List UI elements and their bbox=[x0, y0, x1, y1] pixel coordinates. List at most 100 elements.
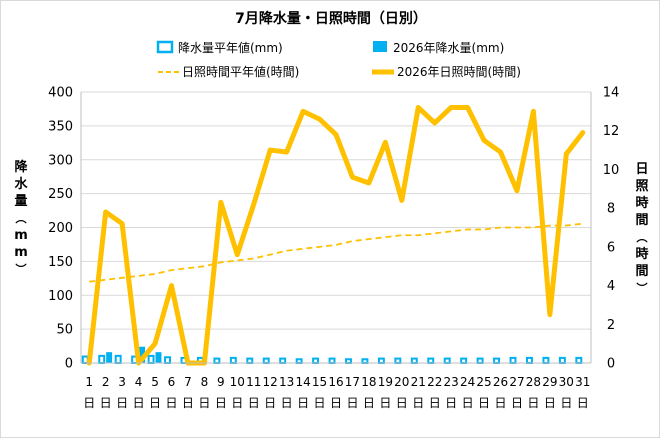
bar-precip-normal bbox=[476, 357, 484, 364]
y-axis-left-tick-label: 300 bbox=[48, 153, 73, 168]
bar-precip-2026 bbox=[106, 352, 113, 363]
bar-precip-normal bbox=[410, 357, 418, 364]
bar-precip-normal bbox=[164, 356, 171, 365]
legend-label-sunshine-normal: 日照時間平年値(時間) bbox=[182, 64, 299, 79]
x-axis-tick-label: 19 日 bbox=[378, 375, 393, 410]
x-axis-tick-label: 31 日 bbox=[575, 375, 590, 410]
x-axis-tick-label: 20 日 bbox=[394, 375, 409, 410]
bar-precip-normal bbox=[558, 356, 566, 364]
legend-label-precip-normal: 降水量平年値(mm) bbox=[178, 40, 283, 55]
bar-precip-normal bbox=[147, 354, 155, 364]
legend: 降水量平年値(mm) 2026年降水量(mm) 日照時間平年値(時間) 2026… bbox=[156, 40, 521, 79]
y-axis-right-tick-label: 12 bbox=[603, 124, 620, 139]
y-axis-left-tick-label: 50 bbox=[56, 323, 73, 338]
y-axis-left-tick-label: 400 bbox=[48, 86, 73, 101]
x-axis-tick-label: 25 日 bbox=[476, 375, 491, 410]
legend-item-precip-normal: 降水量平年値(mm) bbox=[156, 40, 283, 55]
bars-precip-normal bbox=[81, 354, 583, 365]
bar-precip-normal bbox=[509, 356, 517, 364]
y-axis-left-tick-label: 250 bbox=[48, 187, 73, 202]
y-axis-right-tick-label: 4 bbox=[607, 279, 615, 294]
x-axis-tick-label: 27 日 bbox=[509, 375, 524, 410]
axes bbox=[80, 92, 592, 364]
bar-precip-normal bbox=[98, 354, 106, 364]
bar-precip-normal bbox=[525, 356, 533, 364]
x-axis-tick-label: 29 日 bbox=[542, 375, 557, 410]
bar-precip-normal bbox=[542, 356, 550, 364]
x-axis-tick-label: 13 日 bbox=[279, 375, 294, 410]
sunshine-lines bbox=[86, 104, 586, 366]
y-axis-left-tick-label: 0 bbox=[65, 357, 73, 372]
bar-precip-normal bbox=[328, 357, 336, 364]
bar-precip-normal bbox=[575, 356, 583, 364]
x-axis-tick-label: 28 日 bbox=[526, 375, 541, 410]
x-axis-tick-label: 26 日 bbox=[493, 375, 508, 410]
y-axis-right-label: 日照時間︵時間︶ bbox=[635, 162, 648, 295]
bar-precip-normal bbox=[262, 357, 270, 364]
bar-precip-2026 bbox=[139, 346, 146, 363]
bar-precip-normal bbox=[213, 357, 221, 364]
x-axis-tick-label: 12 日 bbox=[263, 375, 278, 410]
x-axis-ticks: 1 日2 日3 日4 日5 日6 日7 日8 日9 日10 日11 日12 日13 日14 日15 日16 日1… bbox=[83, 375, 590, 410]
bar-precip-normal bbox=[312, 357, 320, 364]
bar-precip-normal bbox=[377, 357, 385, 364]
y-axis-right-tick-label: 6 bbox=[607, 240, 615, 255]
bar-precip-normal bbox=[361, 358, 369, 365]
legend-swatch-precip-normal bbox=[156, 40, 174, 54]
bar-precip-normal bbox=[114, 354, 122, 364]
x-axis-tick-label: 21 日 bbox=[411, 375, 426, 410]
line-sunshine-normal bbox=[89, 222, 583, 283]
legend-item-sunshine-normal: 日照時間平年値(時間) bbox=[158, 64, 299, 79]
x-axis-tick-label: 17 日 bbox=[345, 375, 360, 410]
bar-precip-normal bbox=[493, 357, 501, 364]
legend-label-precip-2026: 2026年降水量(mm) bbox=[393, 41, 504, 55]
x-axis-tick-label: 30 日 bbox=[559, 375, 574, 410]
y-axis-left-tick-label: 150 bbox=[48, 255, 73, 270]
x-axis-tick-label: 22 日 bbox=[427, 375, 442, 410]
bar-precip-normal bbox=[295, 358, 303, 365]
legend-item-sunshine-2026: 2026年日照時間(時間) bbox=[372, 65, 521, 79]
legend-label-sunshine-2026: 2026年日照時間(時間) bbox=[397, 65, 521, 79]
x-axis-tick-label: 15 日 bbox=[312, 375, 327, 410]
y-axis-left-ticks: 0 50 100 150 200 250 300 350 400 bbox=[48, 86, 73, 372]
x-axis-tick-label: 10 日 bbox=[230, 375, 245, 410]
chart-title: 7月降水量・日照時間（日別） bbox=[235, 10, 427, 27]
y-axis-right-tick-label: 2 bbox=[607, 318, 615, 333]
y-axis-right-ticks: 0 2 4 6 8 10 12 14 bbox=[603, 86, 620, 372]
x-axis-tick-label: 23 日 bbox=[444, 375, 459, 410]
y-axis-right-tick-label: 14 bbox=[603, 86, 620, 101]
bar-precip-normal bbox=[279, 357, 287, 364]
x-axis-tick-label: 14 日 bbox=[295, 375, 310, 410]
y-axis-left-tick-label: 200 bbox=[48, 221, 73, 236]
line-sunshine-2026 bbox=[86, 104, 586, 366]
bar-precip-normal bbox=[427, 357, 435, 364]
legend-item-precip-2026: 2026年降水量(mm) bbox=[373, 41, 504, 55]
x-axis-tick-label: 11 日 bbox=[246, 375, 261, 410]
x-axis-tick-label: 18 日 bbox=[361, 375, 376, 410]
y-axis-right-tick-label: 8 bbox=[607, 202, 615, 217]
y-axis-right-tick-label: 0 bbox=[607, 357, 615, 372]
bars-precip-2026 bbox=[106, 346, 162, 363]
bar-precip-normal bbox=[460, 357, 468, 364]
bar-precip-normal bbox=[443, 357, 451, 364]
bar-precip-2026 bbox=[155, 352, 162, 363]
y-axis-left-label: 降水量︵ m m ︶ bbox=[14, 159, 28, 276]
bar-precip-normal bbox=[394, 357, 402, 364]
bar-precip-normal bbox=[246, 357, 254, 364]
x-axis-tick-label: 24 日 bbox=[460, 375, 475, 410]
x-axis-tick-label: 16 日 bbox=[328, 375, 343, 410]
bar-precip-normal bbox=[345, 358, 352, 365]
legend-swatch-precip-2026 bbox=[373, 41, 387, 52]
gridlines bbox=[81, 91, 591, 330]
y-axis-left-tick-label: 350 bbox=[48, 119, 73, 134]
